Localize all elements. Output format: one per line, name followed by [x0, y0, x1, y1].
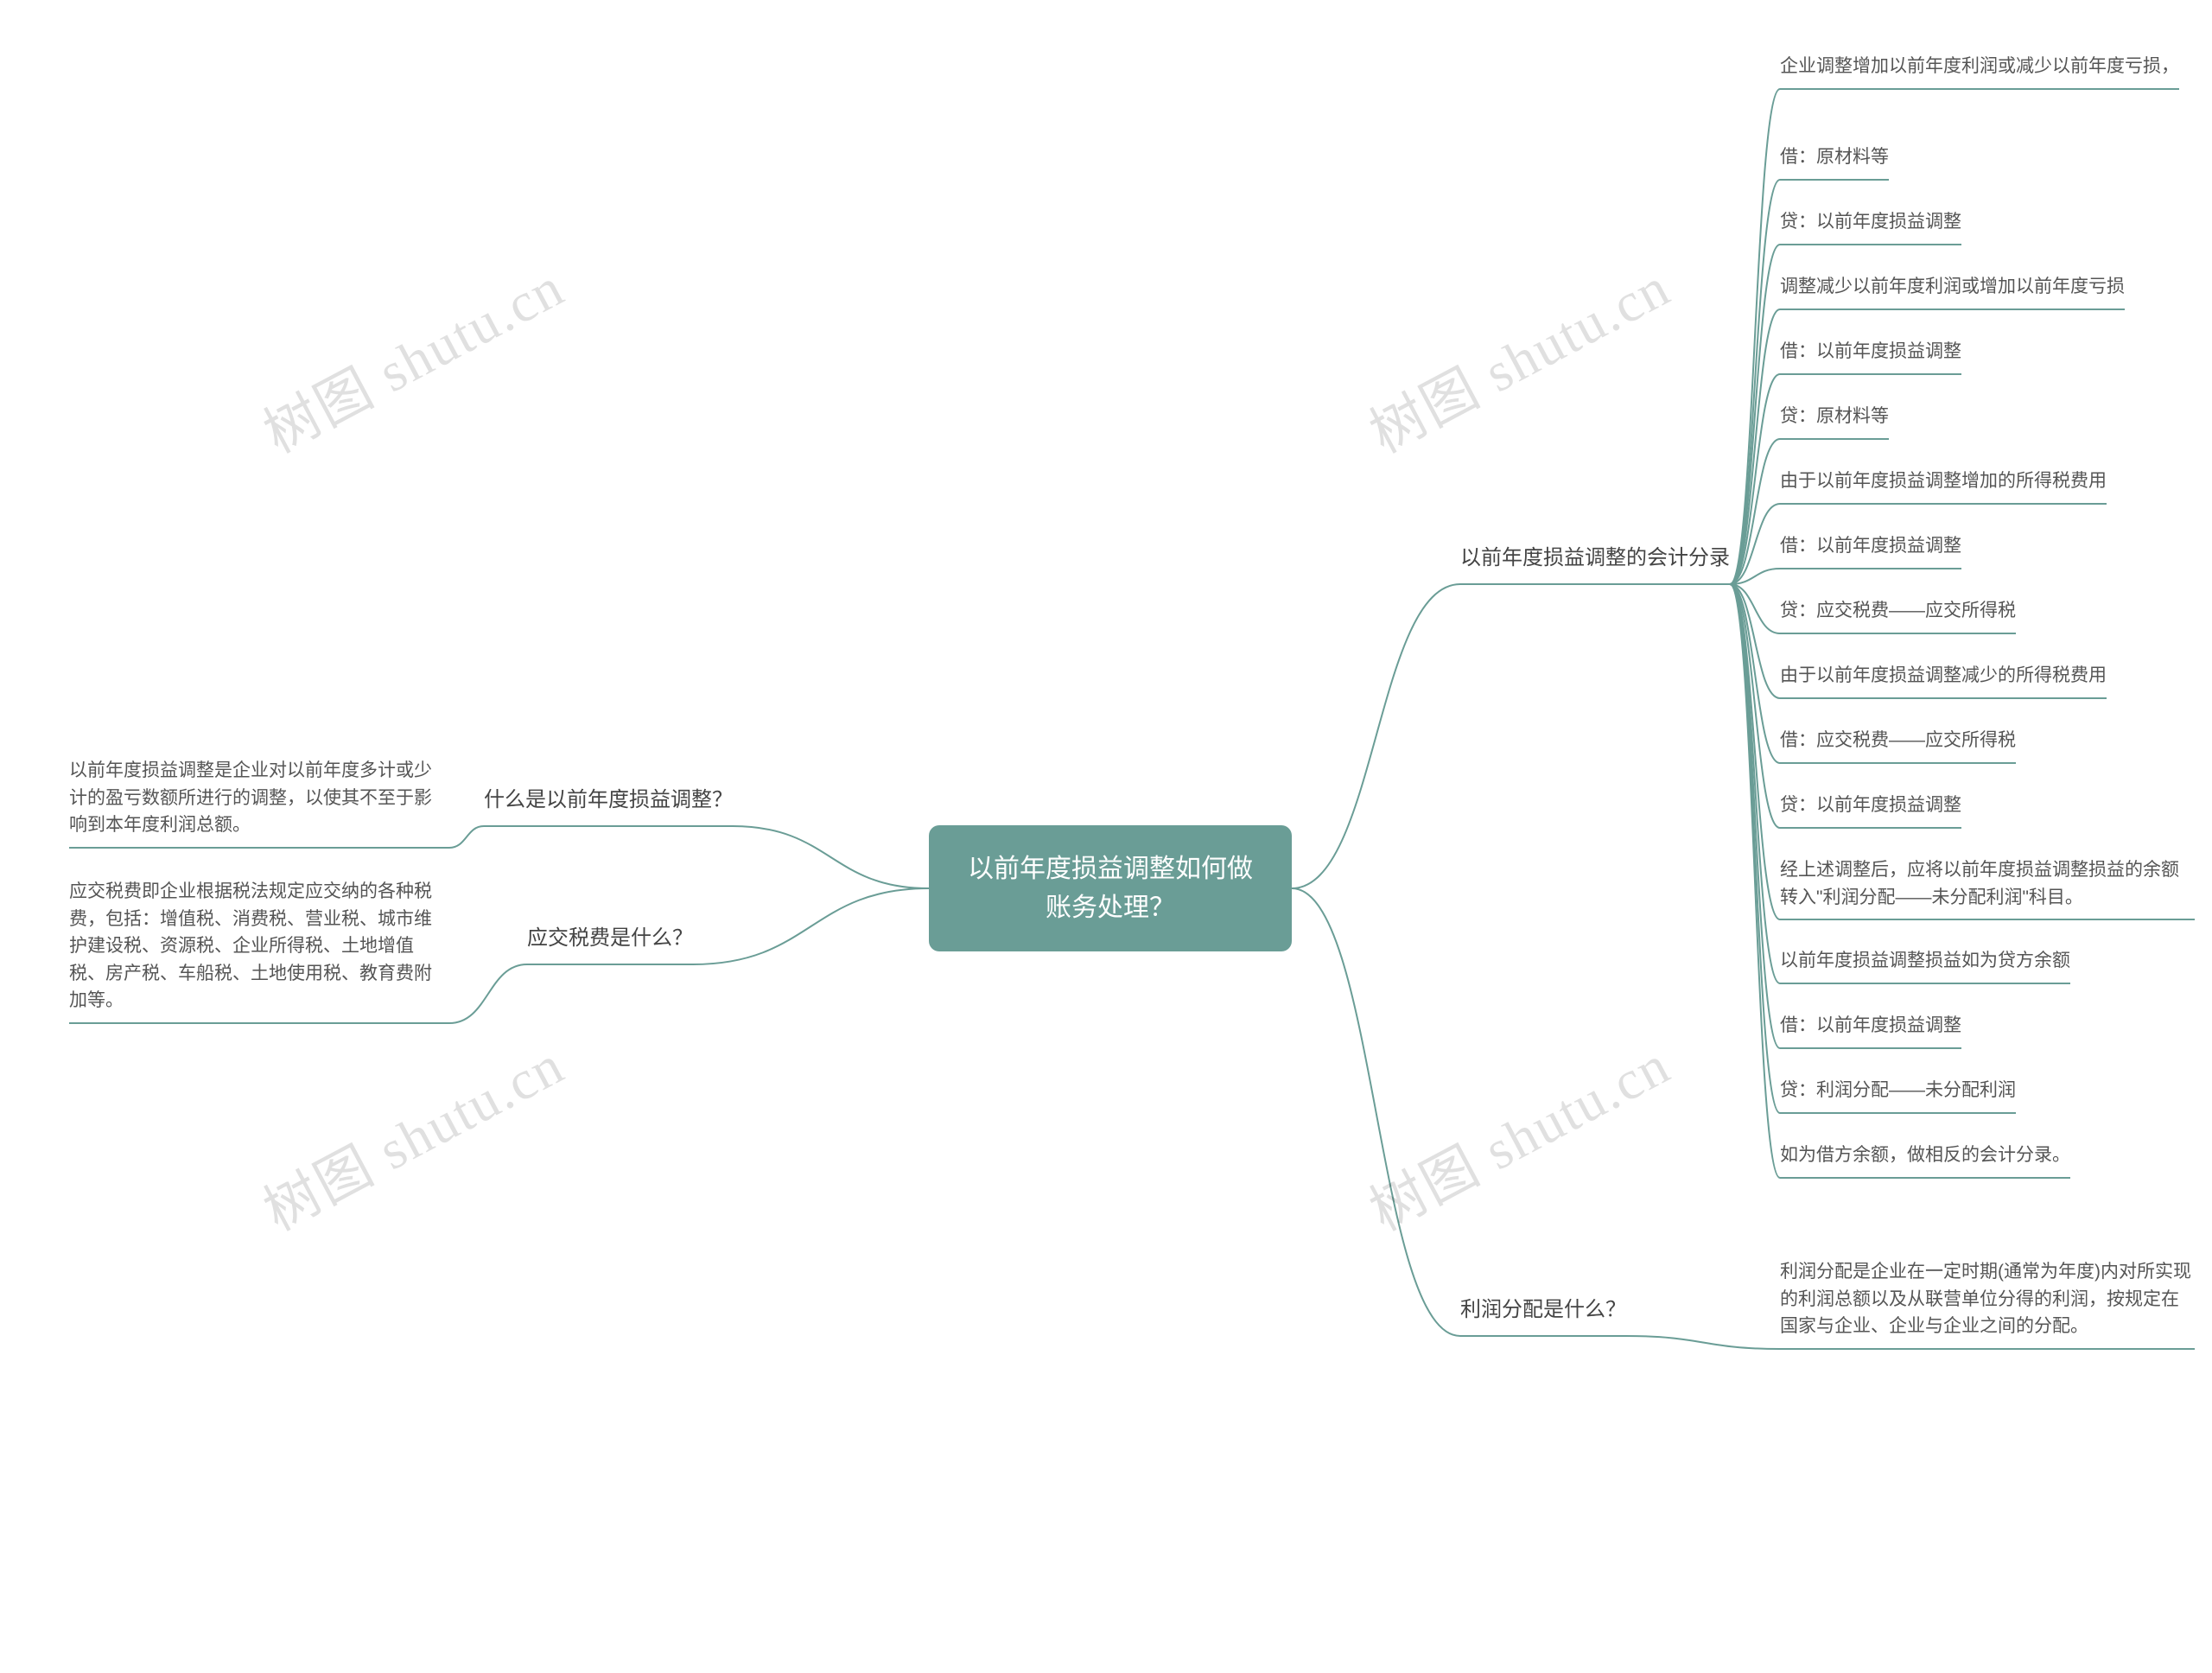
- right-leaf-0-7[interactable]: 借：以前年度损益调整: [1780, 527, 1961, 569]
- right-leaf-0-11[interactable]: 贷：以前年度损益调整: [1780, 786, 1961, 828]
- right-leaf-0-6[interactable]: 由于以前年度损益调整增加的所得税费用: [1780, 462, 2107, 504]
- watermark: 树图 shutu.cn: [248, 1021, 576, 1246]
- right-branch-1[interactable]: 利润分配是什么？: [1460, 1288, 1626, 1336]
- right-leaf-0-8[interactable]: 贷：应交税费——应交所得税: [1780, 592, 2016, 633]
- right-leaf-0-1[interactable]: 借：原材料等: [1780, 138, 1889, 180]
- right-leaf-0-13[interactable]: 以前年度损益调整损益如为贷方余额: [1780, 942, 2070, 983]
- left-branch-1[interactable]: 应交税费是什么？: [527, 916, 693, 964]
- left-leaf-0[interactable]: 以前年度损益调整是企业对以前年度多计或少计的盈亏数额所进行的调整，以使其不至于影…: [69, 752, 449, 848]
- right-leaf-0-5[interactable]: 贷：原材料等: [1780, 398, 1889, 439]
- right-leaf-0-9[interactable]: 由于以前年度损益调整减少的所得税费用: [1780, 657, 2107, 698]
- left-branch-0[interactable]: 什么是以前年度损益调整？: [484, 778, 733, 826]
- right-leaf-0-12[interactable]: 经上述调整后，应将以前年度损益调整损益的余额转入"利润分配——未分配利润"科目。: [1780, 851, 2195, 919]
- center-node[interactable]: 以前年度损益调整如何做账务处理？: [929, 825, 1292, 951]
- right-leaf-0-2[interactable]: 贷：以前年度损益调整: [1780, 203, 1961, 245]
- right-leaf-0-14[interactable]: 借：以前年度损益调整: [1780, 1007, 1961, 1048]
- right-leaf-0-16[interactable]: 如为借方余额，做相反的会计分录。: [1780, 1136, 2070, 1178]
- mindmap-canvas: 树图 shutu.cn 树图 shutu.cn 树图 shutu.cn 树图 s…: [0, 0, 2212, 1673]
- right-leaf-0-15[interactable]: 贷：利润分配——未分配利润: [1780, 1072, 2016, 1113]
- left-leaf-1[interactable]: 应交税费即企业根据税法规定应交纳的各种税费，包括：增值税、消费税、营业税、城市维…: [69, 873, 449, 1023]
- watermark: 树图 shutu.cn: [1354, 244, 1682, 468]
- right-leaf-1-0[interactable]: 利润分配是企业在一定时期(通常为年度)内对所实现的利润总额以及从联营单位分得的利…: [1780, 1253, 2195, 1349]
- right-branch-0[interactable]: 以前年度损益调整的会计分录: [1460, 536, 1730, 584]
- right-leaf-0-3[interactable]: 调整减少以前年度利润或增加以前年度亏损: [1780, 268, 2125, 309]
- watermark: 树图 shutu.cn: [1354, 1021, 1682, 1246]
- watermark: 树图 shutu.cn: [248, 244, 576, 468]
- right-leaf-0-10[interactable]: 借：应交税费——应交所得税: [1780, 722, 2016, 763]
- right-leaf-0-4[interactable]: 借：以前年度损益调整: [1780, 333, 1961, 374]
- right-leaf-0-0[interactable]: 企业调整增加以前年度利润或减少以前年度亏损，: [1780, 48, 2179, 89]
